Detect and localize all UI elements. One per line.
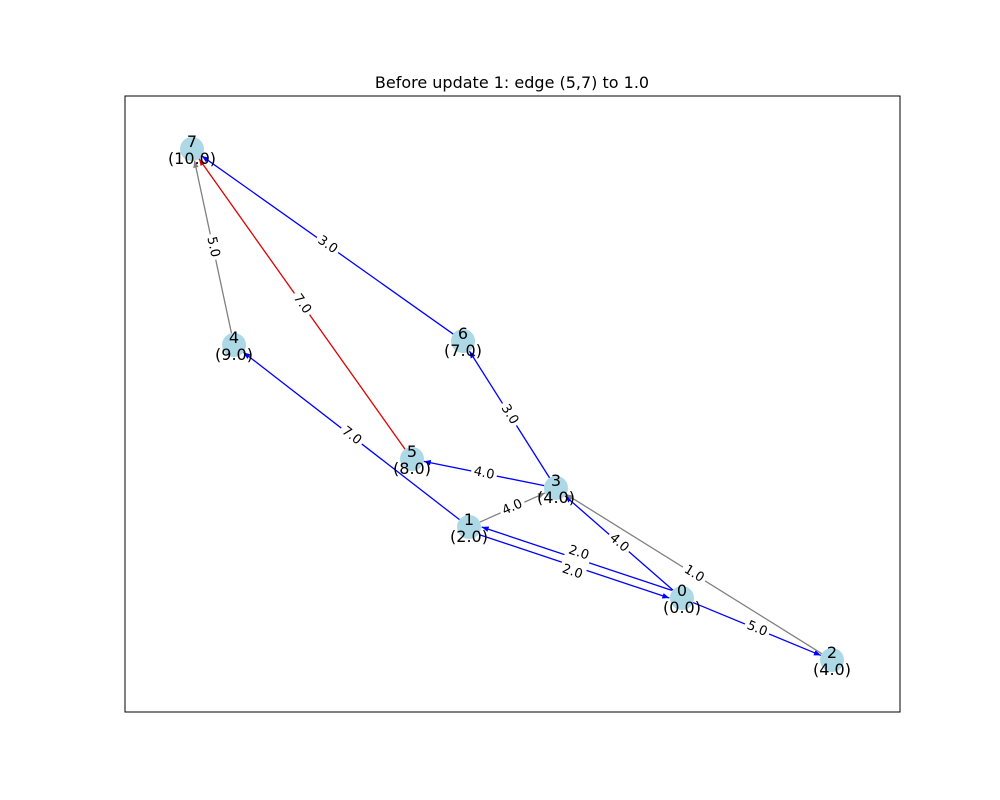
edge-label-5-7: 7.0 [287,288,317,320]
edge-label-background [557,560,588,584]
node-id-label: 0 [677,581,687,600]
edge-label-0-2: 5.0 [741,616,773,642]
node-circle [400,447,424,471]
edge-label-background [495,399,524,430]
node-id-label: 2 [827,643,837,662]
node-0: 0(0.0) [663,581,701,617]
node-distance-label: (4.0) [537,488,575,507]
node-id-label: 6 [458,324,468,343]
node-circle [670,586,694,610]
edge-label-background [678,560,710,588]
node-circle [451,329,475,353]
node-5: 5(8.0) [393,442,431,478]
edge-label-background [202,232,224,262]
edge-weight-label: 2.0 [560,562,584,583]
edge-label-background [741,616,773,642]
edge-weight-label: 2.0 [566,543,590,564]
node-id-label: 5 [407,442,417,461]
figure-title: Before update 1: edge (5,7) to 1.0 [375,73,649,92]
edge-label-3-6: 3.0 [495,399,524,430]
edge-label-1-0: 2.0 [557,560,588,584]
node-6: 6(7.0) [444,324,482,360]
node-id-label: 1 [464,510,474,529]
edge-weight-label: 5.0 [745,618,770,640]
edge-label-background [469,463,499,484]
node-circle [457,515,481,539]
edge-weight-label: 5.0 [203,235,222,258]
edge-label-1-4: 7.0 [336,421,367,451]
nodes-layer: 0(0.0)1(2.0)2(4.0)3(4.0)4(9.0)5(8.0)6(7.… [168,132,851,679]
node-7: 7(10.0) [168,132,216,168]
node-id-label: 3 [551,471,561,490]
edge-label-background [563,541,594,565]
node-distance-label: (9.0) [215,345,253,364]
node-distance-label: (10.0) [168,149,216,168]
edge-label-3-5: 4.0 [469,463,499,484]
edge-label-0-1: 2.0 [563,541,594,565]
edge-label-4-7: 5.0 [202,232,224,262]
edge-labels-layer: 2.02.05.04.04.07.01.04.03.05.07.03.0 [202,230,773,642]
node-id-label: 4 [229,328,239,347]
edge-label-background [336,421,367,451]
plot-frame [124,95,901,713]
node-circle [544,476,568,500]
edge-label-background [603,528,635,558]
node-2: 2(4.0) [813,643,851,679]
node-distance-label: (4.0) [813,660,851,679]
node-1: 1(2.0) [450,510,488,546]
node-circle [820,648,844,672]
node-id-label: 7 [187,132,197,151]
node-circle [180,137,204,161]
node-4: 4(9.0) [215,328,253,364]
edge-label-background [287,288,317,320]
edge-label-0-3: 4.0 [603,528,635,558]
edge-label-background [312,230,343,260]
edge-weight-label: 4.0 [472,464,495,483]
node-distance-label: (7.0) [444,341,482,360]
edge-label-1-3: 4.0 [497,494,528,521]
node-3: 3(4.0) [537,471,575,507]
node-distance-label: (0.0) [663,598,701,617]
node-distance-label: (8.0) [393,459,431,478]
edge-label-background [497,494,528,521]
node-distance-label: (2.0) [450,527,488,546]
edge-label-6-7: 3.0 [312,230,343,260]
node-circle [222,333,246,357]
